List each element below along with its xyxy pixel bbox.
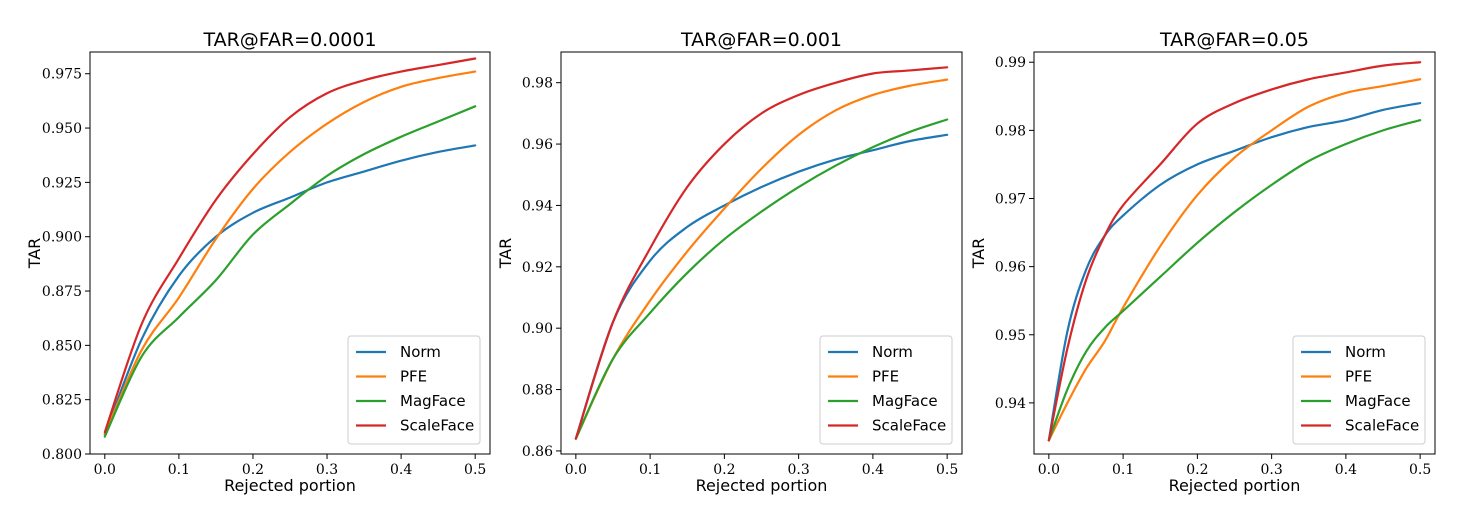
series-line-scaleface — [103, 57, 477, 434]
legend: Norm PFE MagFace ScaleFace — [347, 335, 481, 445]
x-tick-label: 0.0 — [565, 462, 587, 478]
y-tick-label: 0.850 — [42, 338, 82, 354]
y-tick-label: 0.86 — [522, 444, 553, 460]
y-tick-label: 0.92 — [522, 260, 553, 276]
chart-title: TAR@FAR=0.05 — [1159, 29, 1309, 51]
x-tick-label: 0.2 — [1186, 462, 1208, 478]
y-axis-label: TAR — [496, 238, 515, 270]
series-lines — [1047, 61, 1422, 442]
legend-label-magface: MagFace — [1345, 392, 1411, 410]
x-tick-label: 0.4 — [390, 462, 412, 478]
y-tick-label: 0.825 — [42, 393, 82, 409]
y-axis-label: TAR — [25, 238, 44, 270]
series-line-magface — [1047, 119, 1422, 442]
legend-label-norm: Norm — [872, 343, 913, 361]
legend-label-norm: Norm — [400, 343, 441, 361]
x-tick-label: 0.3 — [1260, 462, 1282, 478]
legend: Norm PFE MagFace ScaleFace — [819, 335, 953, 445]
y-tick-label: 0.95 — [995, 328, 1026, 344]
x-tick-label: 0.2 — [713, 462, 735, 478]
x-axis-label: Rejected portion — [224, 476, 356, 495]
y-tick-label: 0.96 — [995, 260, 1026, 276]
y-tick-label: 0.94 — [995, 396, 1026, 412]
legend: Norm PFE MagFace ScaleFace — [1292, 335, 1426, 445]
legend-box — [347, 335, 481, 445]
y-tick-label: 0.98 — [522, 76, 553, 92]
x-tick-label: 0.5 — [1409, 462, 1431, 478]
plot-frame — [1033, 51, 1436, 455]
x-tick-label: 0.1 — [168, 462, 190, 478]
x-tick-label: 0.1 — [639, 462, 661, 478]
series-line-scaleface — [1047, 61, 1422, 442]
x-tick-label: 0.3 — [316, 462, 338, 478]
legend-label-scaleface: ScaleFace — [400, 417, 474, 435]
y-tick-label: 0.94 — [522, 198, 553, 214]
series-line-magface — [574, 118, 949, 440]
series-line-pfe — [574, 78, 949, 440]
legend-label-scaleface: ScaleFace — [872, 417, 946, 435]
y-tick-label: 0.97 — [995, 191, 1026, 207]
legend-label-norm: Norm — [1345, 343, 1386, 361]
legend-label-magface: MagFace — [400, 392, 466, 410]
x-tick-label: 0.0 — [1038, 462, 1060, 478]
legend-label-magface: MagFace — [872, 392, 938, 410]
y-tick-label: 0.900 — [42, 230, 82, 246]
series-line-norm — [103, 144, 477, 436]
y-tick-label: 0.950 — [42, 121, 82, 137]
y-tick-label: 0.925 — [42, 175, 82, 191]
series-line-norm — [1047, 102, 1422, 442]
chart-title: TAR@FAR=0.001 — [680, 29, 842, 51]
x-tick-label: 0.2 — [242, 462, 264, 478]
series-line-magface — [103, 105, 477, 438]
series-line-pfe — [103, 70, 477, 436]
x-axis-label: Rejected portion — [696, 476, 828, 495]
y-tick-label: 0.90 — [522, 321, 553, 337]
series-lines — [103, 57, 477, 438]
y-axis-label: TAR — [969, 238, 988, 270]
y-tick-label: 0.875 — [42, 284, 82, 300]
legend-label-pfe: PFE — [1345, 368, 1372, 386]
series-line-pfe — [1047, 78, 1422, 442]
y-tick-label: 0.99 — [995, 55, 1026, 71]
x-tick-label: 0.4 — [862, 462, 884, 478]
y-tick-label: 0.800 — [42, 447, 82, 463]
x-tick-label: 0.0 — [94, 462, 116, 478]
x-tick-label: 0.1 — [1112, 462, 1134, 478]
x-tick-label: 0.5 — [936, 462, 958, 478]
series-lines — [574, 66, 949, 440]
x-tick-label: 0.3 — [787, 462, 809, 478]
legend-box — [819, 335, 953, 445]
plot-frame — [89, 51, 491, 455]
y-tick-label: 0.98 — [995, 123, 1026, 139]
plot-frame — [560, 51, 963, 455]
x-tick-label: 0.4 — [1335, 462, 1357, 478]
legend-label-pfe: PFE — [400, 368, 427, 386]
x-tick-label: 0.5 — [464, 462, 486, 478]
legend-label-scaleface: ScaleFace — [1345, 417, 1419, 435]
legend-label-pfe: PFE — [872, 368, 899, 386]
chart-panel-3: TAR@FAR=0.05 0.0 0.1 0.2 0.3 0.4 0.5 0.94 0.95 0.… — [969, 29, 1436, 495]
x-axis-label: Rejected portion — [1169, 476, 1301, 495]
chart-panel-2: TAR@FAR=0.001 0.0 0.1 0.2 0.3 0.4 0.5 0.86 0.88 0… — [496, 29, 963, 495]
series-line-scaleface — [574, 66, 949, 440]
y-tick-label: 0.975 — [42, 67, 82, 83]
legend-box — [1292, 335, 1426, 445]
y-tick-label: 0.96 — [522, 137, 553, 153]
chart-panel-1: TAR@FAR=0.0001 0.0 0.1 0.2 0.3 0.4 0.5 0.800 0.8… — [25, 29, 491, 495]
y-tick-label: 0.88 — [522, 383, 553, 399]
chart-title: TAR@FAR=0.0001 — [202, 29, 376, 51]
